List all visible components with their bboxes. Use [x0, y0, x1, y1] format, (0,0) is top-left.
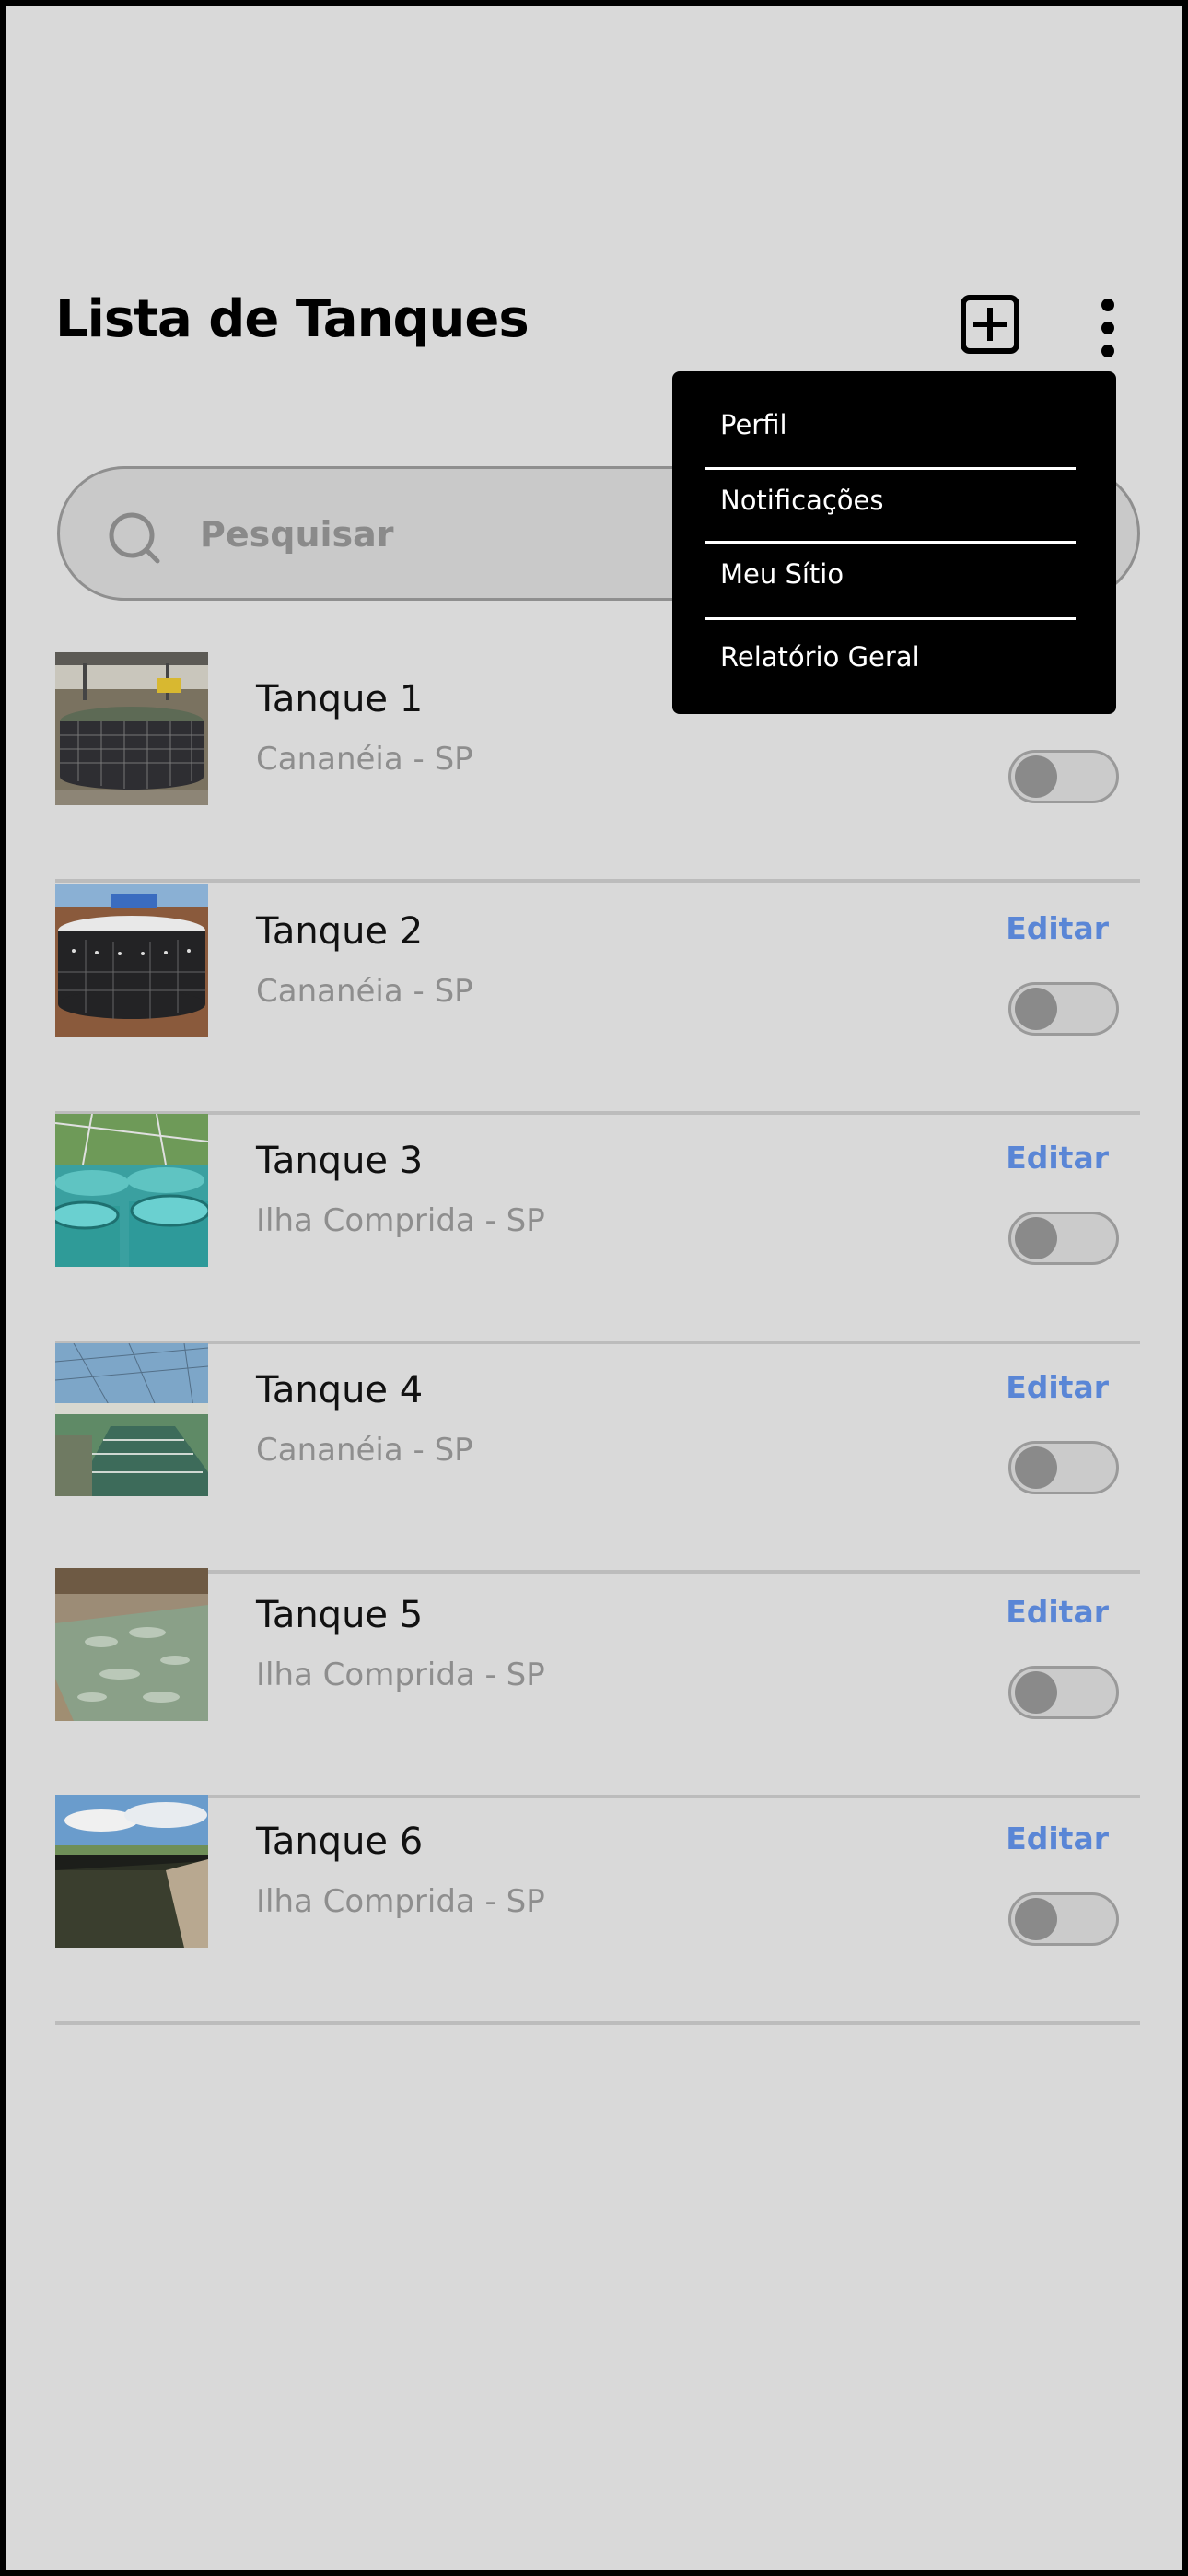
tank-row-4[interactable]: Tanque 4 Cananéia - SP Editar — [55, 1343, 1140, 1574]
menu-item-meu-sitio[interactable]: Meu Sítio — [720, 558, 844, 590]
edit-tank-button[interactable]: Editar — [1006, 910, 1109, 946]
tank-photo — [55, 1114, 208, 1267]
more-options-button[interactable] — [1090, 299, 1127, 357]
tank-name: Tanque 4 — [256, 1369, 424, 1411]
tank-toggle[interactable] — [1008, 1666, 1119, 1719]
edit-tank-button[interactable]: Editar — [1006, 1594, 1109, 1630]
tank-row-6[interactable]: Tanque 6 Ilha Comprida - SP Editar — [55, 1795, 1140, 2025]
plus-square-icon — [973, 308, 1007, 341]
more-vertical-icon — [1101, 299, 1114, 311]
tank-row-1[interactable]: Tanque 1 Cananéia - SP — [55, 652, 1140, 883]
add-tank-button[interactable] — [961, 295, 1019, 354]
page-title: Lista de Tanques — [55, 289, 530, 349]
edit-tank-button[interactable]: Editar — [1006, 1369, 1109, 1405]
tank-location: Ilha Comprida - SP — [256, 1883, 545, 1920]
menu-item-perfil[interactable]: Perfil — [720, 409, 787, 440]
menu-item-relatorio-geral[interactable]: Relatório Geral — [720, 641, 920, 673]
tank-row-3[interactable]: Tanque 3 Ilha Comprida - SP Editar — [55, 1114, 1140, 1344]
menu-divider — [705, 541, 1076, 544]
tank-toggle[interactable] — [1008, 1892, 1119, 1946]
tank-name: Tanque 5 — [256, 1594, 424, 1636]
menu-divider — [705, 617, 1076, 620]
search-icon — [109, 512, 160, 564]
tank-photo — [55, 1568, 208, 1721]
menu-divider — [705, 467, 1076, 470]
tank-location: Ilha Comprida - SP — [256, 1657, 545, 1693]
tank-toggle[interactable] — [1008, 750, 1119, 803]
tank-photo — [55, 1343, 208, 1496]
menu-item-notificacoes[interactable]: Notificações — [720, 485, 884, 516]
tank-photo — [55, 1795, 208, 1948]
tank-location: Cananéia - SP — [256, 741, 473, 778]
tank-toggle[interactable] — [1008, 982, 1119, 1036]
tank-name: Tanque 6 — [256, 1821, 424, 1863]
tank-row-5[interactable]: Tanque 5 Ilha Comprida - SP Editar — [55, 1568, 1140, 1798]
edit-tank-button[interactable]: Editar — [1006, 1821, 1109, 1856]
edit-tank-button[interactable]: Editar — [1006, 1140, 1109, 1176]
tank-name: Tanque 2 — [256, 910, 424, 953]
tank-location: Cananéia - SP — [256, 1432, 473, 1469]
tank-name: Tanque 3 — [256, 1140, 424, 1182]
tank-photo — [55, 884, 208, 1037]
tank-row-2[interactable]: Tanque 2 Cananéia - SP Editar — [55, 884, 1140, 1115]
tank-name: Tanque 1 — [256, 678, 424, 720]
tank-location: Cananéia - SP — [256, 973, 473, 1010]
tank-toggle[interactable] — [1008, 1212, 1119, 1265]
tank-location: Ilha Comprida - SP — [256, 1202, 545, 1239]
options-menu: Perfil Notificações Meu Sítio Relatório … — [672, 371, 1116, 714]
tank-toggle[interactable] — [1008, 1441, 1119, 1494]
screen: Lista de Tanques — [6, 6, 1182, 2570]
tank-photo — [55, 652, 208, 805]
